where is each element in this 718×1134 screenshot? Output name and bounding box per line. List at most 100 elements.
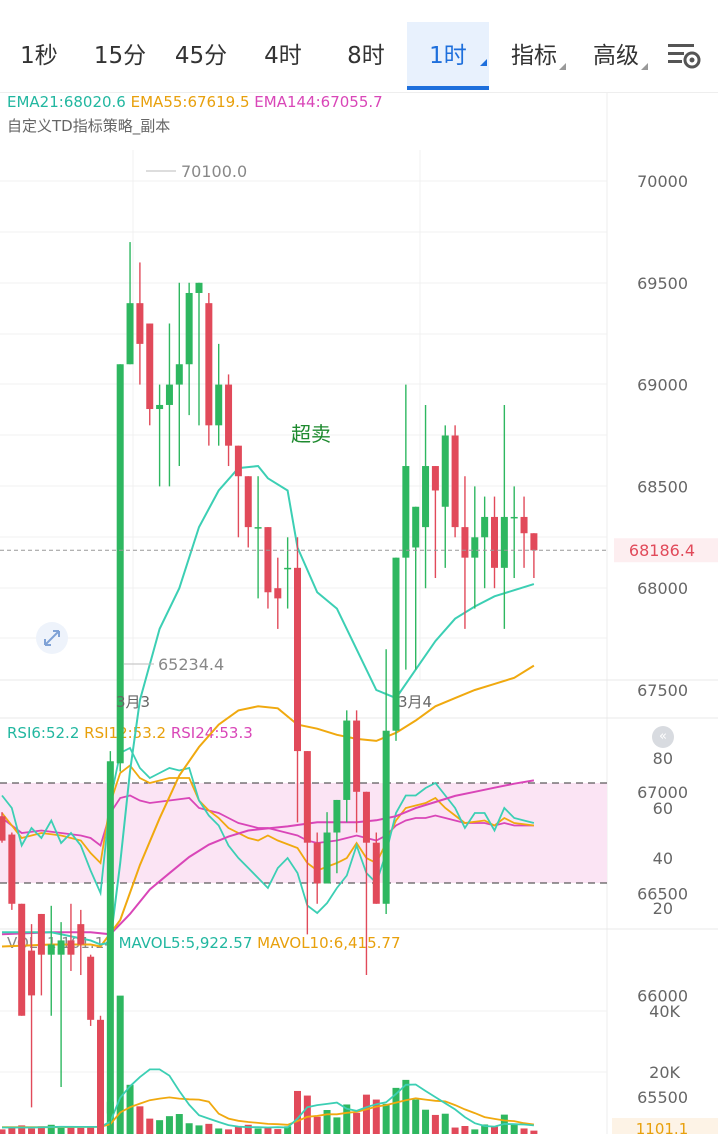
volume-bar [294, 1090, 301, 1134]
candle-body [0, 816, 6, 841]
candle-body [254, 527, 262, 529]
tab-45m[interactable]: 45分 [166, 22, 236, 90]
ema55-legend: EMA55:67619.5 [130, 93, 250, 111]
volume-bar [333, 1117, 341, 1134]
volume-bar [382, 1103, 390, 1134]
volume-bar [146, 1118, 154, 1134]
vol-legend: VOL: 1,101.14 MAVOL5:5,922.57 MAVOL10:6,… [7, 934, 401, 952]
candle-body [234, 445, 242, 477]
price-tick-label: 69000 [637, 376, 688, 395]
volume-bar [28, 1128, 36, 1134]
ema21-legend: EMA21:68020.6 [7, 93, 126, 111]
volume-bar [97, 1126, 104, 1134]
ema-legend: EMA21:68020.6 EMA55:67619.5 EMA144:67055… [7, 93, 383, 111]
low-price-label: 65234.4 [158, 655, 224, 674]
rsi24-line [1, 794, 534, 847]
volume-bar [431, 1114, 439, 1134]
tab-indicators[interactable]: 指标 [500, 22, 568, 90]
mavol5-legend: MAVOL5:5,922.57 [118, 934, 253, 952]
volume-bar [126, 1084, 134, 1134]
price-tick-label: 69500 [637, 274, 688, 293]
tab-label: 1秒 [20, 43, 58, 69]
volume-bar [510, 1124, 518, 1134]
volume-bar [57, 1127, 65, 1134]
tab-1h[interactable]: 1时 [407, 22, 489, 90]
volume-bar [284, 1126, 292, 1134]
rsi6-legend: RSI6:52.2 [7, 724, 80, 742]
candle-body [412, 506, 420, 548]
candle-body [303, 751, 311, 843]
candle-body [294, 567, 301, 752]
high-price-label: 70100.0 [181, 162, 247, 181]
volume-bar [471, 1129, 479, 1134]
expand-icon[interactable] [36, 622, 68, 654]
rsi12-legend: RSI12:53.2 [84, 724, 167, 742]
price-tick-label: 65500 [637, 1088, 688, 1107]
volume-bar [77, 1127, 85, 1134]
volume-bar [323, 1110, 331, 1134]
volume-current-label: 1101.1 [636, 1120, 689, 1134]
price-tick-label: 68500 [637, 477, 688, 496]
volume-bar [116, 995, 124, 1134]
volume-bar [37, 1126, 45, 1134]
volume-bar [175, 1114, 183, 1134]
candle-body [451, 435, 459, 528]
tab-label: 1时 [429, 43, 467, 69]
candle-body [313, 842, 321, 884]
tab-8h[interactable]: 8时 [334, 22, 398, 90]
volume-bar [106, 1101, 114, 1134]
candle-body [156, 404, 164, 410]
volume-bar [165, 1116, 173, 1134]
volume-bar [362, 1094, 370, 1134]
candle-body [136, 303, 144, 344]
chart-settings-icon[interactable] [666, 40, 702, 72]
volume-bar [500, 1114, 508, 1134]
volume-bar [234, 1126, 242, 1134]
candle-body [343, 720, 351, 800]
candle-body [422, 466, 430, 528]
candle-body [353, 720, 361, 792]
candle-body [284, 567, 292, 570]
tab-label: 15分 [93, 43, 147, 69]
collapse-back-icon[interactable]: « [652, 726, 674, 748]
candle-body [372, 842, 380, 904]
tab-advanced[interactable]: 高级 [582, 22, 650, 90]
dropdown-triangle-icon [641, 63, 648, 70]
ema55-line [1, 664, 535, 948]
volume-bar [353, 1112, 361, 1134]
volume-bar [402, 1079, 410, 1134]
volume-bar [481, 1124, 489, 1134]
volume-bar [313, 1116, 321, 1134]
price-tick-label: 66000 [637, 986, 688, 1005]
tab-4h[interactable]: 4时 [250, 22, 316, 90]
mavol10-line [2, 1096, 535, 1129]
volume-bar [136, 1106, 144, 1134]
rsi-tick-label: 40 [653, 849, 673, 868]
volume-bar [392, 1087, 400, 1134]
price-tick-label: 67500 [637, 681, 688, 700]
candle-body [225, 384, 233, 446]
oversold-annotation: 超卖 [291, 422, 331, 446]
volume-bar [372, 1099, 380, 1134]
candle-body [215, 384, 223, 426]
volume-bar [530, 1130, 538, 1134]
time-tick-label: 3月4 [398, 693, 432, 711]
volume-bar [244, 1124, 252, 1134]
candle-body [97, 1019, 104, 1128]
volume-bar [156, 1120, 164, 1134]
candle-body [431, 466, 439, 491]
volume-bar [264, 1127, 272, 1134]
candle-body [333, 799, 341, 833]
volume-bar [18, 1125, 26, 1134]
tab-1s[interactable]: 1秒 [8, 22, 70, 90]
mavol5-line [2, 1068, 534, 1129]
volume-bar [0, 1129, 6, 1134]
candle-body [382, 730, 390, 904]
ema144-line [1, 779, 535, 936]
volume-bar [47, 1124, 55, 1134]
rsi-legend: RSI6:52.2 RSI12:53.2 RSI24:53.3 [7, 724, 253, 742]
tab-15m[interactable]: 15分 [86, 22, 154, 90]
candle-body [510, 516, 518, 519]
candle-body [165, 384, 173, 405]
